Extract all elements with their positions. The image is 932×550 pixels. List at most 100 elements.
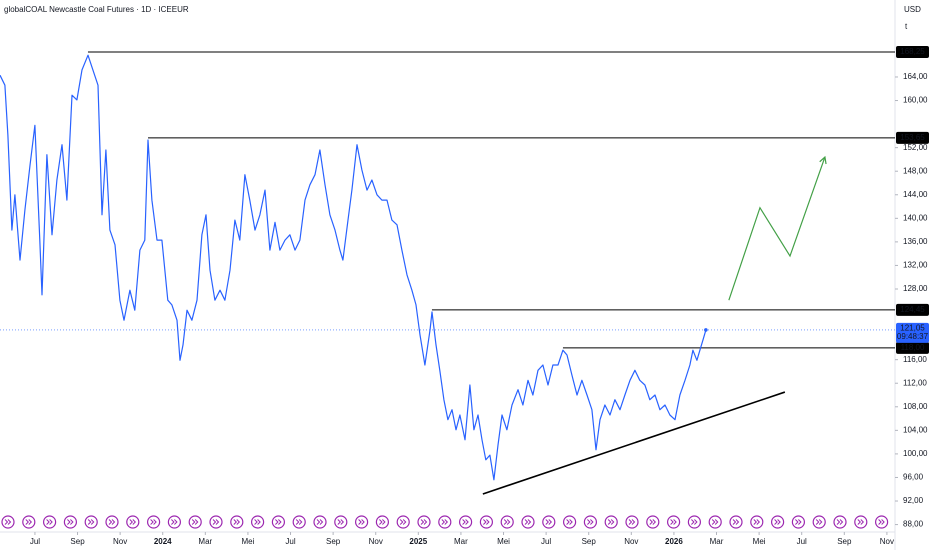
y-tick-label: 100,00 xyxy=(903,449,928,458)
event-icon-glyph xyxy=(379,519,386,525)
y-tick-label: 152,00 xyxy=(903,143,928,152)
event-icon xyxy=(666,515,681,529)
event-icon xyxy=(271,515,285,529)
x-tick-label: Sep xyxy=(582,537,597,546)
y-tick-label: 140,00 xyxy=(903,213,928,222)
level-label-box xyxy=(896,303,929,316)
event-icon-glyph xyxy=(212,519,220,525)
event-icon xyxy=(396,515,410,529)
event-icon-glyph xyxy=(46,519,53,525)
x-tick-label: Mei xyxy=(497,537,510,546)
level-label: 124,45 xyxy=(900,305,925,314)
event-icon-glyph xyxy=(129,519,137,525)
level-label: 153,65 xyxy=(900,133,925,142)
event-icon-glyph xyxy=(878,519,885,525)
event-icon xyxy=(625,515,639,529)
event-icon xyxy=(583,515,598,529)
event-icon-glyph xyxy=(337,519,345,525)
event-icon xyxy=(791,515,806,529)
event-icon xyxy=(542,515,556,529)
event-icon-glyph xyxy=(441,519,449,525)
x-tick-label: Jul xyxy=(285,537,295,546)
event-icon-glyph xyxy=(649,519,657,525)
event-icon xyxy=(770,515,785,529)
x-tick-label: Mar xyxy=(454,537,468,546)
x-tick-label: 2024 xyxy=(154,537,172,546)
y-tick-label: 128,00 xyxy=(903,284,928,293)
projection-arrowhead xyxy=(819,155,827,165)
event-icon xyxy=(84,515,98,529)
event-icon-glyph xyxy=(628,519,636,525)
event-icon-glyph xyxy=(399,519,407,525)
event-icon-glyph xyxy=(670,519,677,525)
countdown: 09:48:37 xyxy=(897,332,929,341)
event-icon xyxy=(230,515,244,529)
event-icon xyxy=(1,515,15,529)
level-label-box xyxy=(896,131,929,144)
event-icon-glyph xyxy=(732,519,740,525)
x-tick-label: Mar xyxy=(198,537,212,546)
event-icon-glyph xyxy=(87,519,95,525)
event-icon xyxy=(105,515,119,529)
x-tick-label: Jul xyxy=(30,537,40,546)
event-icon-glyph xyxy=(275,519,282,525)
currency: USD xyxy=(904,5,921,14)
event-icon xyxy=(604,515,618,529)
x-tick-label: 2026 xyxy=(665,537,683,546)
event-icon xyxy=(209,515,223,529)
event-icon-glyph xyxy=(607,519,615,525)
y-tick-label: 164,00 xyxy=(903,72,928,81)
x-tick-label: Sep xyxy=(70,537,85,546)
last-point xyxy=(704,328,708,332)
event-icon xyxy=(375,515,389,529)
x-tick-label: Nov xyxy=(113,537,127,546)
event-icon xyxy=(687,515,702,529)
event-icon-glyph xyxy=(774,519,781,525)
level-label-box xyxy=(896,341,929,354)
event-icon xyxy=(147,515,161,529)
event-icon-glyph xyxy=(171,519,178,525)
event-icon xyxy=(729,515,743,529)
y-tick-label: 144,00 xyxy=(903,190,928,199)
x-tick-label: Sep xyxy=(837,537,852,546)
projection-path xyxy=(728,156,826,301)
y-tick-label: 160,00 xyxy=(903,96,928,105)
unit: t xyxy=(905,22,908,31)
event-icon-glyph xyxy=(503,519,511,525)
event-icon-glyph xyxy=(857,519,865,525)
y-tick-label: 104,00 xyxy=(903,425,928,434)
event-icon-glyph xyxy=(691,519,698,525)
event-icon xyxy=(874,515,889,529)
trendline xyxy=(482,391,786,495)
event-icon-glyph xyxy=(711,519,719,525)
event-icon-glyph xyxy=(25,519,33,525)
event-icon-glyph xyxy=(795,519,802,525)
last-price-label: 121,05 xyxy=(900,324,925,333)
event-icon-glyph xyxy=(295,519,303,525)
y-tick-label: 116,00 xyxy=(903,355,927,364)
x-tick-label: Mar xyxy=(710,537,724,546)
event-icon xyxy=(292,515,306,529)
y-tick-label: 92,00 xyxy=(903,496,924,505)
event-icon-glyph xyxy=(67,519,74,525)
event-icon-glyph xyxy=(545,519,553,525)
event-icon xyxy=(417,515,431,529)
event-icon xyxy=(750,515,764,529)
event-icon-glyph xyxy=(587,519,594,525)
y-tick-label: 148,00 xyxy=(903,166,928,175)
price-line xyxy=(0,54,707,481)
event-icon xyxy=(708,515,722,529)
x-tick-label: Nov xyxy=(624,537,638,546)
level-label: 118,00 xyxy=(901,343,925,352)
event-icon-glyph xyxy=(233,519,241,525)
event-icon-glyph xyxy=(150,519,157,525)
level-label: 168,25 xyxy=(900,47,925,56)
event-icon xyxy=(459,515,473,529)
event-icon xyxy=(854,515,868,529)
level-label-box xyxy=(896,45,929,58)
event-icon-glyph xyxy=(316,519,324,525)
event-icon xyxy=(188,515,202,529)
event-icon xyxy=(438,515,452,529)
chart-title: globalCOAL Newcastle Coal Futures · 1D ·… xyxy=(4,5,189,14)
